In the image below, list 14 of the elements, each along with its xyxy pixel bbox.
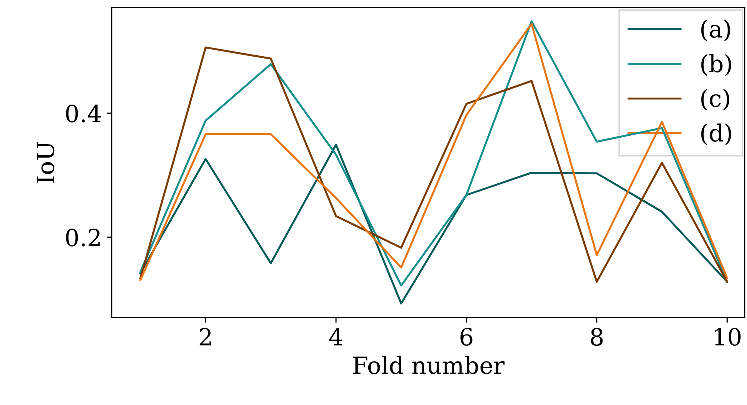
legend-label: (d) xyxy=(702,124,732,146)
y-tick-label: 0.4 xyxy=(66,104,102,123)
y-axis-title: IoU xyxy=(37,142,55,184)
x-tick-label: 8 xyxy=(591,328,603,346)
legend-label: (b) xyxy=(702,54,732,76)
x-tick-label: 6 xyxy=(460,328,473,346)
x-axis-title: Fold number xyxy=(353,356,505,374)
y-tick-label: 0.2 xyxy=(66,228,100,247)
x-tick-label: 4 xyxy=(329,328,343,346)
x-tick-label: 2 xyxy=(200,328,212,346)
legend-label: (a) xyxy=(702,20,730,42)
legend-label: (c) xyxy=(702,89,730,111)
line-series xyxy=(140,144,728,305)
x-tick-label: 10 xyxy=(715,328,741,346)
